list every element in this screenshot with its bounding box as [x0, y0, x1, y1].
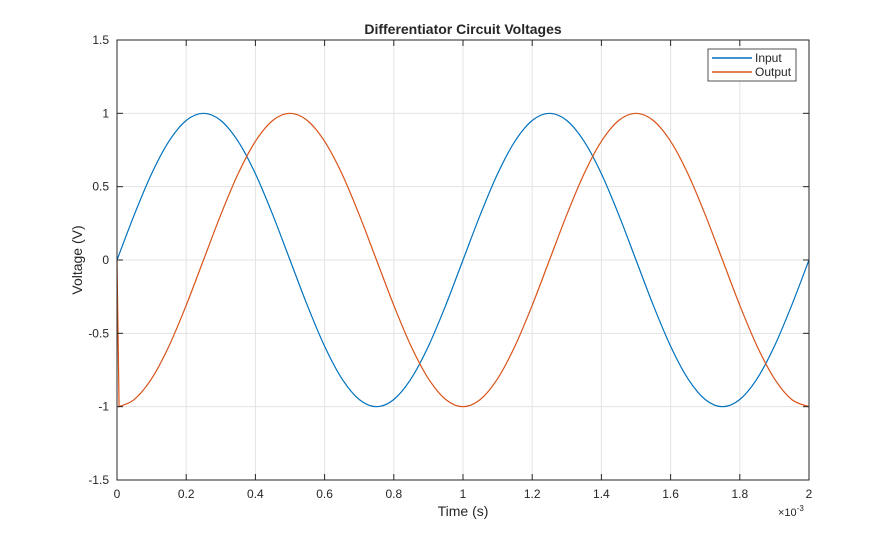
- x-tick-label: 0.8: [385, 487, 402, 501]
- x-tick-label: 0: [114, 487, 121, 501]
- legend-label-output: Output: [755, 65, 792, 79]
- legend[interactable]: Input Output: [707, 48, 797, 82]
- y-tick-label: 1.5: [92, 33, 109, 47]
- y-axis-label: Voltage (V): [69, 225, 85, 294]
- legend-label-input: Input: [755, 51, 782, 65]
- x-multiplier: ×10-3: [778, 504, 804, 519]
- x-tick-label: 0.4: [247, 487, 264, 501]
- x-tick-label: 1.4: [593, 487, 610, 501]
- x-axis-label: Time (s): [438, 503, 489, 519]
- x-tick-label: 0.6: [316, 487, 333, 501]
- x-tick-label: 2: [806, 487, 813, 501]
- series-lines: [116, 112, 810, 408]
- series-line-input: [116, 112, 810, 408]
- x-tick-label: 1.8: [731, 487, 748, 501]
- y-tick-label: -1.5: [88, 473, 109, 487]
- y-tick-label: -1: [98, 400, 109, 414]
- chart-title: Differentiator Circuit Voltages: [364, 21, 562, 37]
- y-tick-label: -0.5: [88, 326, 109, 340]
- legend-box: [707, 48, 797, 82]
- y-tick-label: 1: [102, 106, 109, 120]
- x-tick-label: 0.2: [178, 487, 195, 501]
- y-tick-label: 0.5: [92, 180, 109, 194]
- ticks: 0 0.2 0.4 0.6 0.8 1 1.2 1.4 1.6 1.8 2 -1.5 -1 -0.5 0 0.…: [88, 33, 812, 501]
- series-line-output: [116, 112, 810, 408]
- x-tick-label: 1.2: [524, 487, 541, 501]
- x-tick-label: 1.6: [662, 487, 679, 501]
- y-tick-label: 0: [102, 253, 109, 267]
- x-tick-label: 1: [460, 487, 467, 501]
